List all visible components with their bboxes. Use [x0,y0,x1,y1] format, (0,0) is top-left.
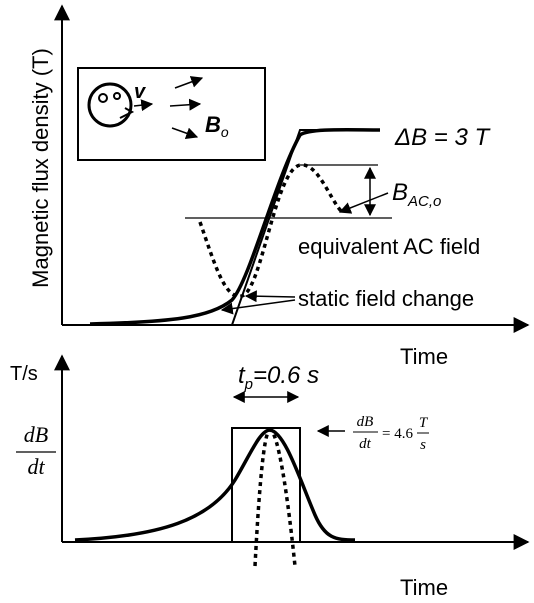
tp: tp=0.6 s [238,362,319,393]
x-label: Time [400,344,448,369]
inset-b-sub: o [221,124,229,140]
rate-den: dt [359,436,372,452]
ac-label: equivalent AC field [298,234,480,259]
b-ac-sub: AC,o [407,193,441,210]
b-ac: BAC,o [392,179,441,210]
x-label-bottom: Time [400,575,448,600]
top-curves [89,127,392,326]
bottom-curves [16,391,429,567]
b-ac-main: B [392,179,408,206]
dbdt-den: dt [27,454,45,479]
y-label: Magnetic flux density (T) [28,48,53,288]
inset-b-main: B [205,112,221,137]
dbdt-num: dB [24,422,48,447]
labels: Magnetic flux density (T) Time ΔB = 3 T … [10,48,491,600]
rate-unit-num: T [419,415,429,431]
static-label: static field change [298,286,474,311]
tp-main: t [238,362,246,389]
delta-b: ΔB = 3 T [394,124,491,151]
inset-b: Bo [205,112,229,140]
inset-v: v [134,81,147,103]
rate-num: dB [357,414,374,430]
axes [54,4,530,550]
rate-eq: = 4.6 [382,426,413,442]
rate-unit-den: s [420,437,426,453]
tp-rest: =0.6 s [253,362,319,389]
y-label-bottom: T/s [10,363,38,385]
inset [77,67,266,161]
tp-sub: p [244,376,253,393]
